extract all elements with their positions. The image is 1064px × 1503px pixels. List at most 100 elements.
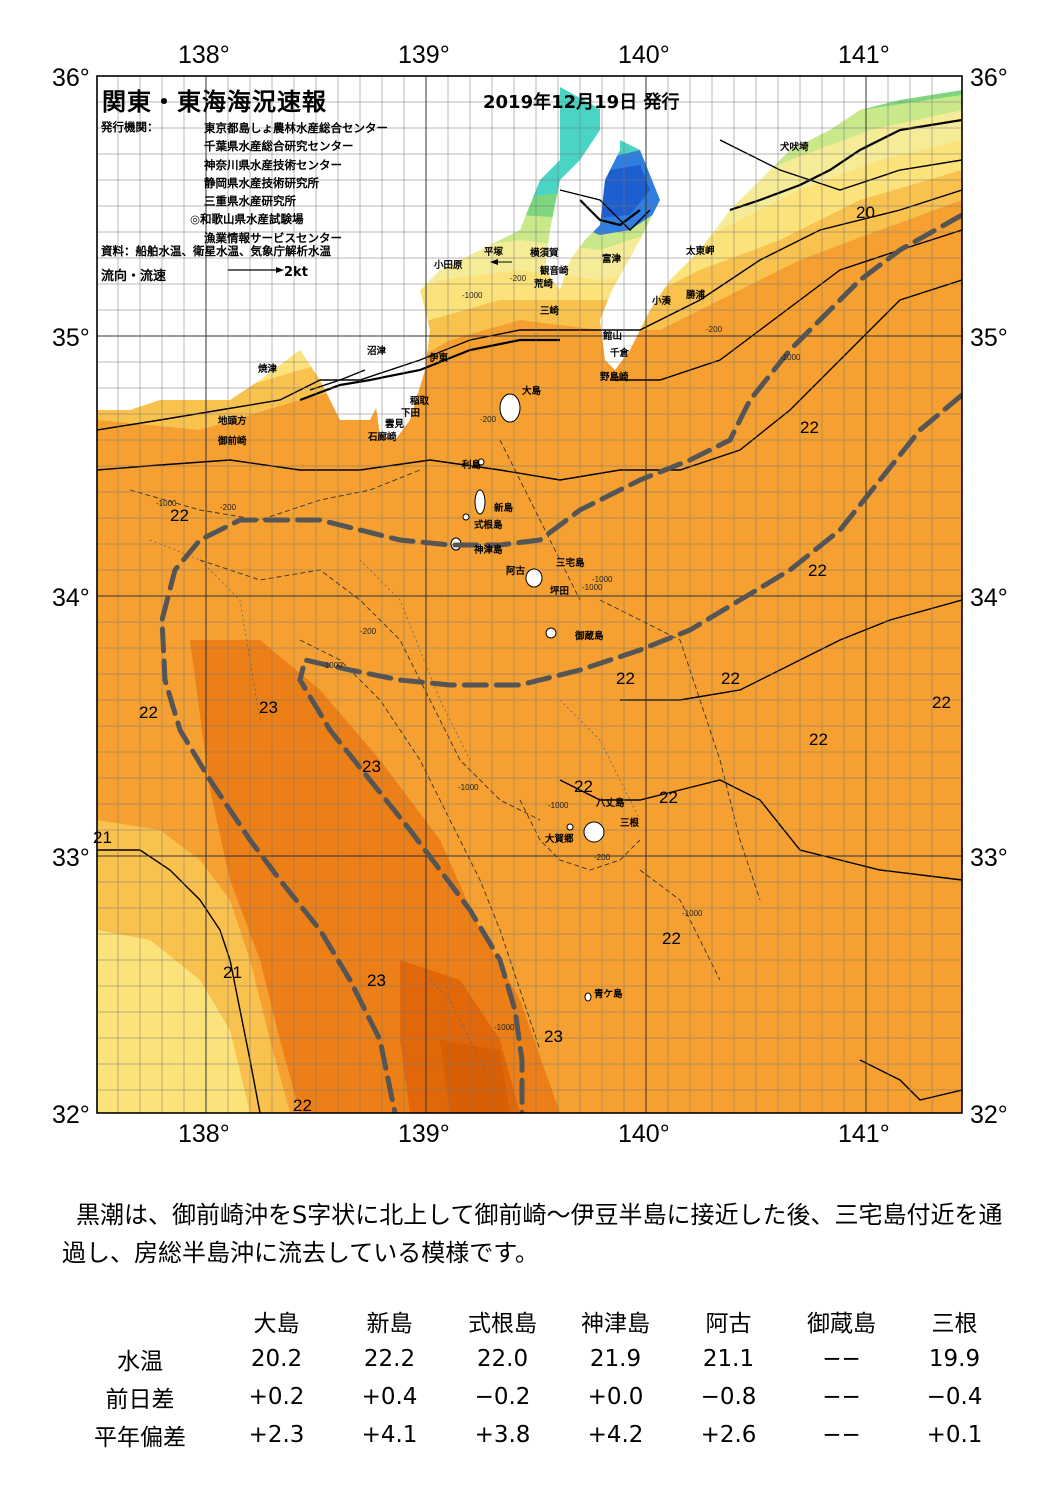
table-corner — [60, 1302, 220, 1340]
lat-label: 36° — [970, 64, 1008, 92]
svg-text:-1000: -1000 — [458, 783, 479, 792]
place-label: 三根 — [620, 817, 640, 829]
table-row: 平年偏差 +2.3 +4.1 +3.8 +4.2 +2.6 −− +0.1 — [60, 1416, 1011, 1454]
place-label: 利島 — [461, 459, 482, 471]
table-cell: 22.2 — [363, 1346, 416, 1372]
table-cell: −0.2 — [474, 1384, 531, 1410]
mikurajima-island — [545, 627, 557, 639]
place-label: 大賀郷 — [545, 833, 574, 845]
table-cell: +2.3 — [248, 1422, 305, 1448]
svg-text:-200: -200 — [510, 274, 527, 283]
publisher-label: 発行機関： — [101, 120, 159, 134]
table-cell: 22.0 — [476, 1346, 529, 1372]
place-label: 神津島 — [474, 544, 503, 556]
lat-label: 35° — [970, 324, 1008, 352]
place-label: 横須賀 — [530, 247, 559, 259]
place-label: 下田 — [401, 408, 420, 419]
map-frame — [96, 75, 963, 1114]
svg-text:-1000: -1000 — [682, 909, 703, 918]
column-header: 三根 — [931, 1311, 978, 1337]
row-label: 水温 — [117, 1349, 163, 1375]
hachijojima-island — [583, 821, 605, 843]
isotherm-label: 23 — [259, 698, 278, 717]
niijima-island — [474, 489, 486, 515]
place-label: 雲見 — [385, 418, 405, 430]
table-cell: 19.9 — [928, 1346, 981, 1372]
place-label: 観音崎 — [540, 265, 569, 277]
table-cell: +0.1 — [926, 1422, 983, 1448]
publisher-item: 東京都島しょ農林水産総合センター — [204, 121, 388, 135]
land-boso — [600, 76, 962, 370]
table-cell: −− — [822, 1384, 861, 1410]
svg-text:-200: -200 — [480, 415, 497, 424]
isotherm-label: 22 — [932, 693, 951, 712]
isotherm-labels: 20 22 22 22 22 22 22 22 22 22 22 22 22 2… — [93, 203, 951, 1115]
table-row: 前日差 +0.2 +0.4 −0.2 +0.0 −0.8 −− −0.4 — [60, 1378, 1011, 1416]
isotherm-label: 22 — [721, 669, 740, 688]
svg-text:-1000: -1000 — [462, 291, 483, 300]
place-label: 青ケ島 — [594, 988, 623, 1000]
lon-label: 140° — [618, 1120, 670, 1148]
isotherm-label: 22 — [139, 703, 158, 722]
table-cell: −0.4 — [926, 1384, 983, 1410]
islands — [450, 393, 605, 1002]
svg-text:-1000: -1000 — [156, 499, 177, 508]
place-label: 稲取 — [410, 395, 430, 407]
publisher-item: 神奈川県水産技術センター — [204, 157, 342, 172]
table-cell: +2.6 — [700, 1422, 757, 1448]
observation-table: 大島 新島 式根島 神津島 阿古 御蔵島 三根 水温 20.2 22.2 22.… — [60, 1302, 1011, 1454]
lon-label: 138° — [178, 41, 230, 69]
isotherm-label: 22 — [170, 506, 189, 525]
lon-label: 141° — [838, 41, 890, 69]
svg-text:-1000: -1000 — [548, 801, 569, 810]
isotherm-label: 23 — [544, 1027, 563, 1046]
map-canvas: 138° 139° 140° 141° 138° 139° 140° 141° … — [52, 41, 1008, 1148]
place-label: 御蔵島 — [574, 630, 604, 642]
place-label: 沼津 — [367, 345, 387, 357]
svg-text:-200: -200 — [594, 853, 611, 862]
column-header: 大島 — [253, 1311, 300, 1337]
oshima-island — [499, 393, 521, 423]
place-label: 式根島 — [474, 519, 503, 531]
lat-label: 32° — [970, 1101, 1008, 1129]
place-label: 地頭方 — [218, 415, 247, 427]
lat-label: 33° — [52, 844, 90, 872]
svg-text:-200: -200 — [220, 503, 237, 512]
place-label: 勝浦 — [686, 289, 706, 301]
description-text: 黒潮は、御前崎沖をS字状に北上して御前崎～伊豆半島に接近した後、三宅島付近を通過… — [62, 1201, 1003, 1267]
place-label: 坪田 — [550, 585, 569, 597]
lon-label: 139° — [398, 41, 450, 69]
toshima-island — [477, 458, 485, 466]
lon-label: 141° — [838, 1120, 890, 1148]
place-label: 御前崎 — [217, 435, 247, 447]
publisher-item: 千葉県水産総合研究センター — [204, 139, 354, 154]
isotherm-label: 22 — [293, 1096, 312, 1115]
table-cell: 21.1 — [702, 1346, 755, 1372]
miyakejima-island — [525, 568, 543, 588]
place-label: 荒崎 — [533, 278, 554, 290]
isotherm-label: 23 — [362, 757, 381, 776]
place-label: 平塚 — [484, 246, 504, 258]
table-cell: +4.2 — [587, 1422, 644, 1448]
svg-text:-200: -200 — [706, 325, 723, 334]
table-cell: 21.9 — [589, 1346, 642, 1372]
svg-text:-1000: -1000 — [582, 583, 603, 592]
isotherm-label: 21 — [223, 963, 242, 982]
isotherm-label: 22 — [662, 929, 681, 948]
table-cell: −− — [822, 1422, 861, 1448]
graticule — [97, 76, 962, 1113]
place-label: 小湊 — [651, 295, 672, 307]
column-header: 神津島 — [581, 1311, 650, 1337]
table-cell: +0.2 — [248, 1384, 305, 1410]
land-honshu — [97, 76, 560, 420]
shikinejima-island — [462, 513, 470, 521]
publisher-item: ◎和歌山県水産試験場 — [190, 212, 304, 227]
lon-label: 139° — [398, 1120, 450, 1148]
table-cell: +4.1 — [361, 1422, 418, 1448]
issue-date: 2019年12月19日 発行 — [483, 92, 680, 113]
place-label: 大島 — [522, 385, 542, 397]
place-label: 千倉 — [610, 347, 630, 359]
isotherm-label: 22 — [659, 788, 678, 807]
table-cell: −0.8 — [700, 1384, 757, 1410]
place-label: 館山 — [602, 330, 622, 342]
